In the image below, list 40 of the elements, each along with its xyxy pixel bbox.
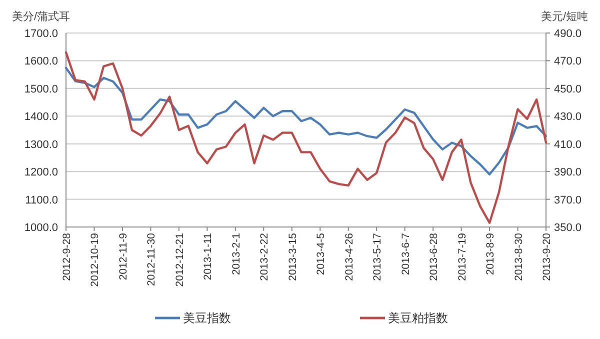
y2-tick-label: 430.0: [554, 111, 582, 124]
x-tick-label: 2013-9-20: [541, 232, 553, 281]
x-tick-label: 2013-4-5: [315, 232, 328, 276]
y-tick-label: 1400.0: [24, 111, 58, 124]
y-tick-label: 1100.0: [25, 194, 58, 206]
y2-tick-label: 390.0: [554, 166, 582, 179]
legend-label: 美豆指数: [183, 311, 231, 325]
x-tick-label: 2012-10-19: [89, 232, 102, 287]
x-tick-label: 2012-9-28: [61, 232, 73, 281]
x-tick-label: 2013-8-30: [512, 232, 525, 281]
y2-tick-label: 490.0: [554, 28, 582, 40]
y-tick-label: 1500.0: [24, 83, 58, 96]
y2-tick-label: 450.0: [554, 83, 582, 96]
x-tick-label: 2013-2-1: [230, 232, 242, 276]
x-tick-label: 2013-4-26: [343, 232, 356, 281]
y-tick-label: 1300.0: [24, 138, 58, 151]
legend-label: 美豆粕指数: [388, 311, 448, 325]
x-tick-label: 2012-11-30: [146, 232, 158, 286]
y2-axis-title: 美元/短吨: [540, 10, 588, 23]
x-tick-label: 2013-7-19: [456, 232, 468, 281]
x-tick-label: 2013-5-17: [372, 232, 384, 281]
y2-tick-label: 470.0: [554, 56, 582, 68]
x-tick-label: 2013-6-7: [400, 232, 412, 276]
y2-tick-label: 350.0: [554, 222, 582, 234]
line-series: [64, 51, 548, 224]
y2-tick-label: 370.0: [554, 194, 582, 206]
y-axis-title: 美分/蒲式耳: [12, 10, 70, 23]
x-tick-label: 2013-6-28: [428, 232, 440, 281]
line-series: [64, 66, 548, 176]
x-tick-label: 2013-2-22: [258, 232, 271, 281]
y2-tick-label: 410.0: [554, 138, 582, 151]
x-tick-label: 2013-3-15: [286, 232, 299, 281]
x-tick-label: 2012-11-9: [117, 232, 130, 280]
y-tick-label: 1200.0: [24, 166, 58, 179]
y-tick-label: 1000.0: [24, 222, 58, 234]
y-tick-label: 1700.0: [24, 28, 58, 40]
x-tick-label: 2012-12-21: [174, 232, 186, 287]
x-tick-label: 2013-8-9: [484, 232, 497, 276]
x-tick-label: 2013-1-11: [202, 232, 214, 280]
y-tick-label: 1600.0: [24, 56, 58, 68]
